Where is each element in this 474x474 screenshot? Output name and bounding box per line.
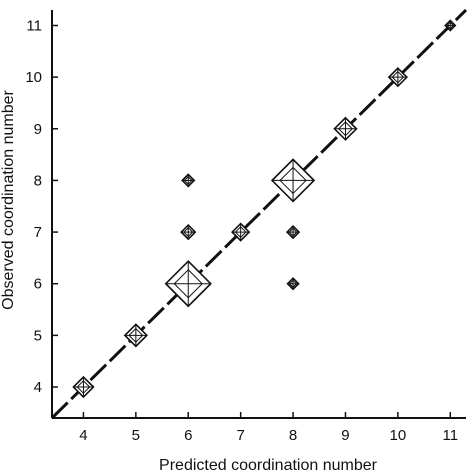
data-point <box>181 173 196 188</box>
data-point <box>286 277 300 291</box>
x-tick-label: 4 <box>79 427 87 444</box>
y-tick-label: 8 <box>34 172 42 189</box>
y-tick-label: 9 <box>34 121 42 138</box>
data-point <box>123 323 148 348</box>
y-axis-ticks: 4 5 6 7 8 9 10 11 <box>25 17 58 396</box>
y-tick-label: 4 <box>34 379 42 396</box>
x-axis-label: Predicted coordination number <box>159 457 378 474</box>
data-point <box>387 67 409 88</box>
y-tick-label: 7 <box>34 224 42 241</box>
y-tick-label: 6 <box>34 276 42 293</box>
x-axis-ticks: 4 5 6 7 8 9 10 11 <box>79 412 458 444</box>
data-point <box>231 222 251 242</box>
reference-line <box>50 8 468 420</box>
data-point <box>444 19 457 32</box>
data-point <box>72 375 95 399</box>
x-tick-label: 7 <box>236 427 244 444</box>
data-point <box>285 224 301 240</box>
data-point <box>180 223 197 241</box>
y-tick-label: 11 <box>26 17 42 34</box>
y-tick-label: 10 <box>25 69 42 86</box>
diagonal-line <box>50 8 468 420</box>
data-points <box>72 19 457 399</box>
x-tick-label: 8 <box>289 427 297 444</box>
x-tick-label: 9 <box>341 427 349 444</box>
x-tick-label: 6 <box>184 427 192 444</box>
axes <box>51 10 466 419</box>
y-tick-label: 5 <box>34 327 42 344</box>
x-tick-label: 10 <box>390 427 407 444</box>
data-point <box>270 158 316 203</box>
x-tick-label: 5 <box>132 427 140 444</box>
data-point <box>333 116 358 141</box>
x-tick-label: 11 <box>442 427 458 444</box>
data-point <box>164 260 212 308</box>
y-axis-label: Observed coordination number <box>0 89 17 309</box>
